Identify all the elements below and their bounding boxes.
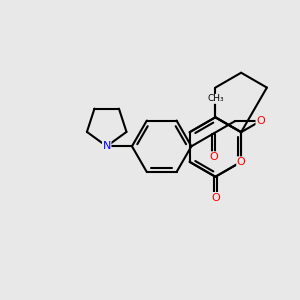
Text: O: O xyxy=(209,152,218,162)
Text: O: O xyxy=(256,116,265,126)
Text: O: O xyxy=(237,157,245,167)
Text: N: N xyxy=(103,141,111,151)
Text: CH₃: CH₃ xyxy=(207,94,224,103)
Text: O: O xyxy=(211,193,220,202)
